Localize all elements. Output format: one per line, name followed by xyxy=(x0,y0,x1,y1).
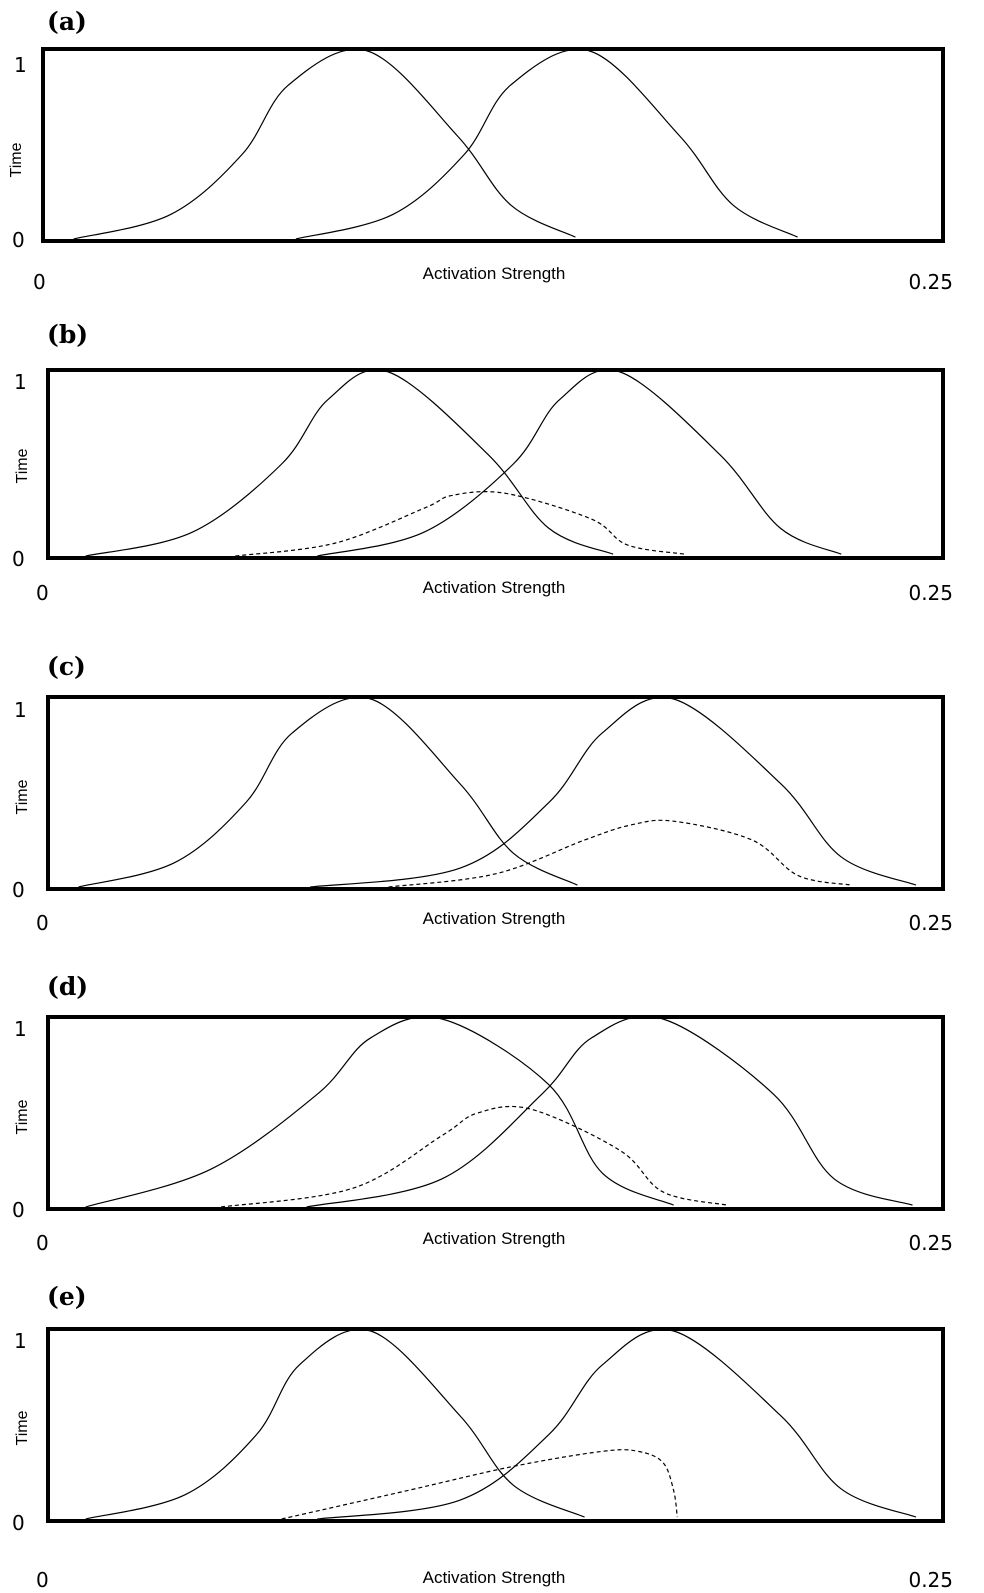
panel-label: (b) xyxy=(47,320,88,349)
x-tick-label: 0.25 xyxy=(908,270,953,294)
dashed-series-line xyxy=(388,819,853,888)
y-tick-label: 0 xyxy=(12,547,25,571)
x-tick-label: 0 xyxy=(36,581,49,605)
x-axis-label: Activation Strength xyxy=(423,909,566,928)
x-tick-label: 0 xyxy=(36,1231,49,1255)
x-axis-label: Activation Strength xyxy=(423,264,566,283)
series-line xyxy=(317,369,842,557)
y-tick-label: 0 xyxy=(12,1198,25,1222)
series-line xyxy=(85,369,614,557)
series-line xyxy=(306,1015,913,1208)
chart-panel: (b) 1 0 Time 0 0.25 Activation Strength xyxy=(12,320,953,605)
y-tick-label: 1 xyxy=(14,1017,27,1041)
plot-frame xyxy=(41,47,945,243)
y-tick-label: 1 xyxy=(14,1329,27,1353)
x-tick-label: 0.25 xyxy=(908,1568,953,1592)
dashed-series-line xyxy=(235,491,685,557)
dashed-series-line xyxy=(220,1105,728,1208)
chart-panel: (a) 1 0 Time 0 0.25 Activation Strength xyxy=(8,7,953,294)
y-axis-label: Time xyxy=(14,1410,31,1445)
x-tick-label: 0.25 xyxy=(908,1231,953,1255)
y-tick-label: 1 xyxy=(14,53,27,77)
chart-panel: (d) 1 0 Time 0 0.25 Activation Strength xyxy=(12,972,953,1255)
series-line xyxy=(295,48,798,240)
series-line xyxy=(85,1328,585,1520)
series-line xyxy=(317,1328,917,1520)
x-tick-label: 0.25 xyxy=(908,911,953,935)
plot-frame xyxy=(46,1327,945,1523)
plot-frame xyxy=(46,1015,945,1211)
series-line xyxy=(73,48,576,240)
plot-frame xyxy=(46,368,945,560)
x-tick-label: 0 xyxy=(33,270,46,294)
y-tick-label: 0 xyxy=(12,878,25,902)
series-line xyxy=(310,696,917,888)
chart-panel: (c) 1 0 Time 0 0.25 Activation Strength xyxy=(12,652,953,935)
chart-panel: (e) 1 0 Time 0 0.25 Activation Strength xyxy=(12,1282,953,1592)
x-tick-label: 0 xyxy=(36,1568,49,1592)
y-axis-label: Time xyxy=(14,1099,31,1134)
x-axis-label: Activation Strength xyxy=(423,578,566,597)
panel-label: (e) xyxy=(47,1282,87,1311)
dashed-series-line xyxy=(281,1449,678,1520)
y-tick-label: 0 xyxy=(12,228,25,252)
series-line xyxy=(85,1016,674,1208)
y-axis-label: Time xyxy=(14,779,31,814)
y-tick-label: 1 xyxy=(14,370,27,394)
series-line xyxy=(78,696,578,888)
y-axis-label: Time xyxy=(14,448,31,483)
plot-frame xyxy=(46,695,945,891)
panel-label: (a) xyxy=(47,7,87,36)
y-axis-label: Time xyxy=(8,142,25,177)
y-tick-label: 1 xyxy=(14,698,27,722)
x-tick-label: 0 xyxy=(36,911,49,935)
y-tick-label: 0 xyxy=(12,1511,25,1535)
x-axis-label: Activation Strength xyxy=(423,1229,566,1248)
x-axis-label: Activation Strength xyxy=(423,1568,566,1587)
panel-label: (d) xyxy=(47,972,88,1001)
x-tick-label: 0.25 xyxy=(908,581,953,605)
panel-label: (c) xyxy=(47,652,86,681)
